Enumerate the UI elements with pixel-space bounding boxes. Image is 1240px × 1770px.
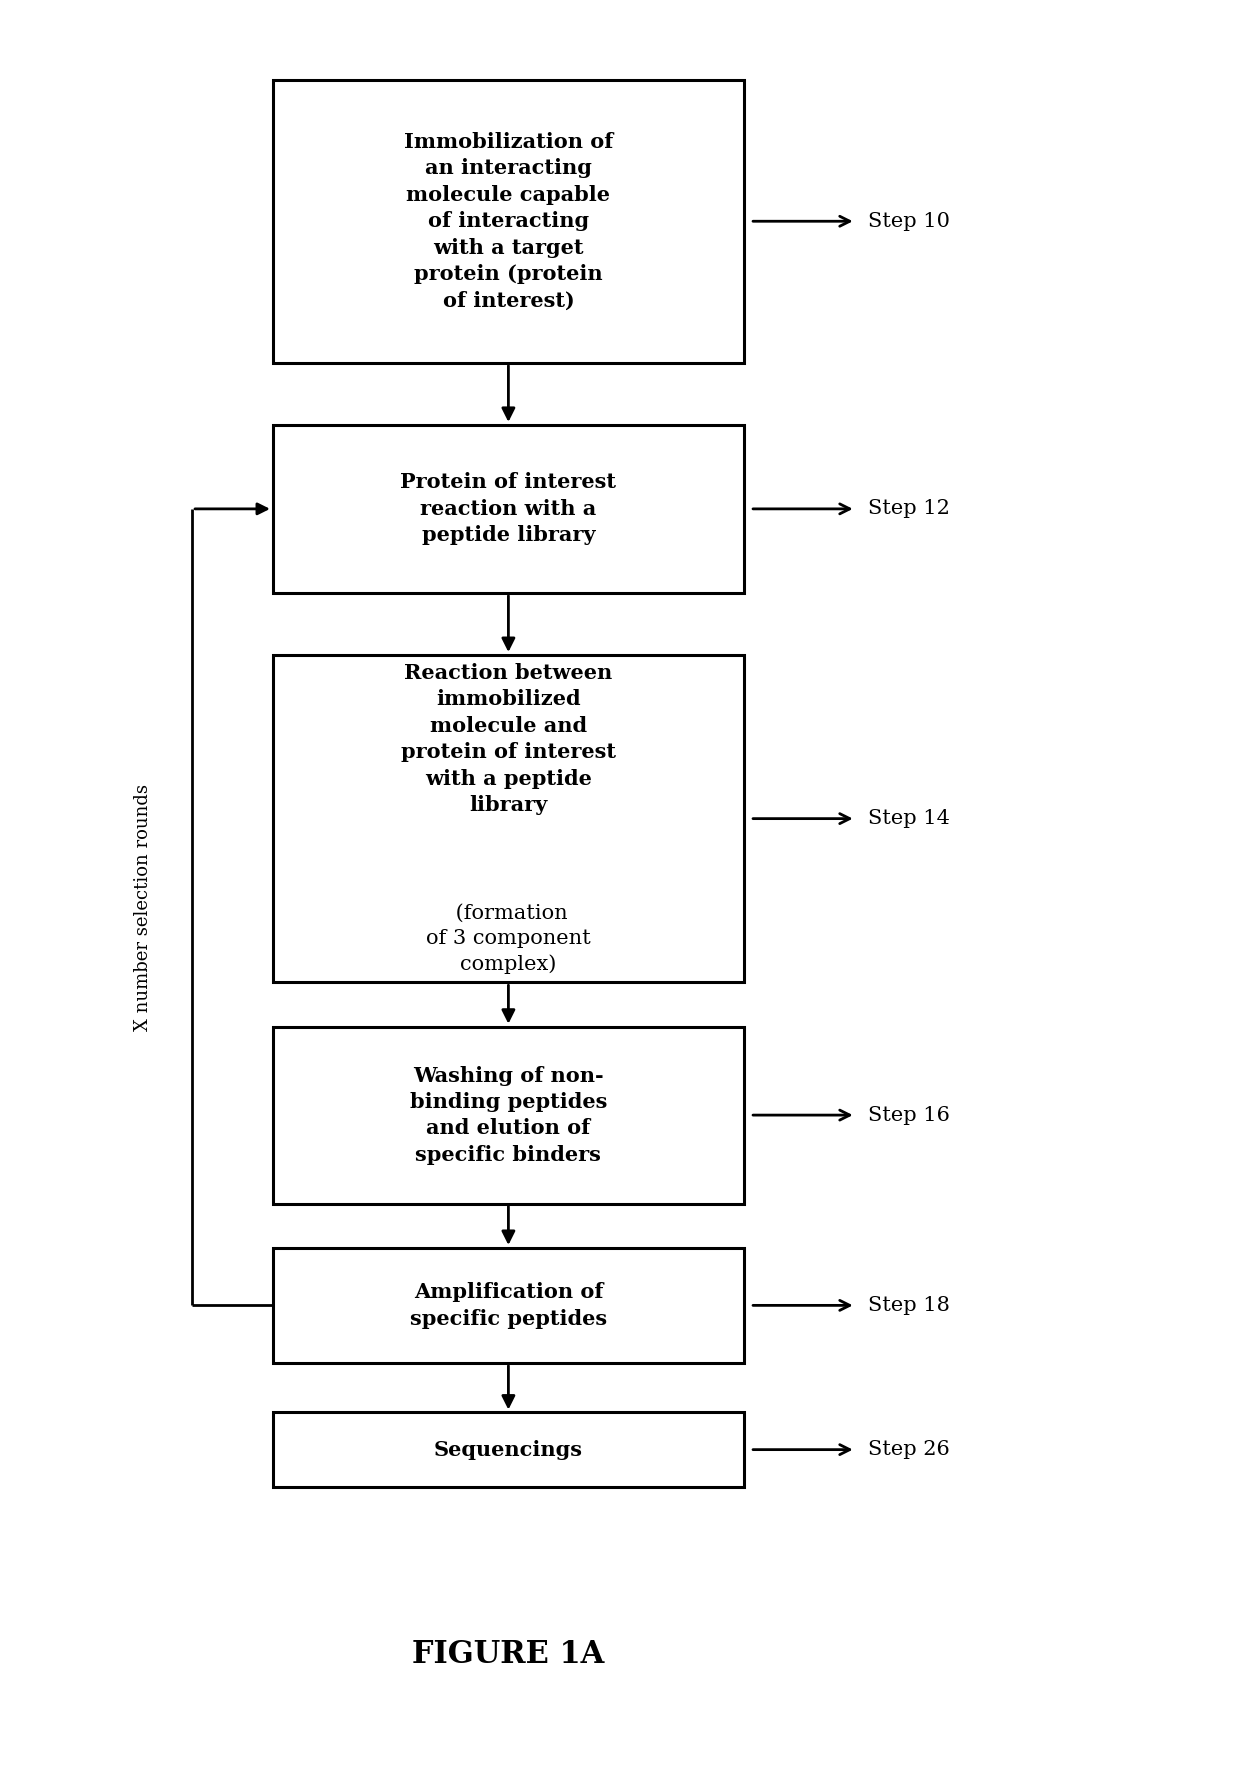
Text: Step 26: Step 26 — [868, 1441, 950, 1458]
Text: Step 16: Step 16 — [868, 1106, 950, 1124]
FancyBboxPatch shape — [273, 80, 744, 363]
Text: Sequencings: Sequencings — [434, 1439, 583, 1460]
Text: Step 14: Step 14 — [868, 809, 950, 828]
Text: Amplification of
specific peptides: Amplification of specific peptides — [410, 1281, 606, 1329]
Text: Step 10: Step 10 — [868, 212, 950, 230]
FancyBboxPatch shape — [273, 1027, 744, 1204]
FancyBboxPatch shape — [273, 1248, 744, 1363]
Text: Protein of interest
reaction with a
peptide library: Protein of interest reaction with a pept… — [401, 473, 616, 545]
Text: X number selection rounds: X number selection rounds — [134, 784, 151, 1030]
Text: (formation
of 3 component
complex): (formation of 3 component complex) — [427, 904, 590, 974]
Text: Step 12: Step 12 — [868, 499, 950, 519]
Text: Washing of non-
binding peptides
and elution of
specific binders: Washing of non- binding peptides and elu… — [409, 1066, 608, 1165]
FancyBboxPatch shape — [273, 655, 744, 982]
Text: FIGURE 1A: FIGURE 1A — [412, 1639, 605, 1671]
FancyBboxPatch shape — [273, 1412, 744, 1487]
Text: Immobilization of
an interacting
molecule capable
of interacting
with a target
p: Immobilization of an interacting molecul… — [404, 133, 613, 310]
FancyBboxPatch shape — [273, 425, 744, 593]
Text: Step 18: Step 18 — [868, 1296, 950, 1315]
Text: Reaction between
immobilized
molecule and
protein of interest
with a peptide
lib: Reaction between immobilized molecule an… — [401, 664, 616, 814]
